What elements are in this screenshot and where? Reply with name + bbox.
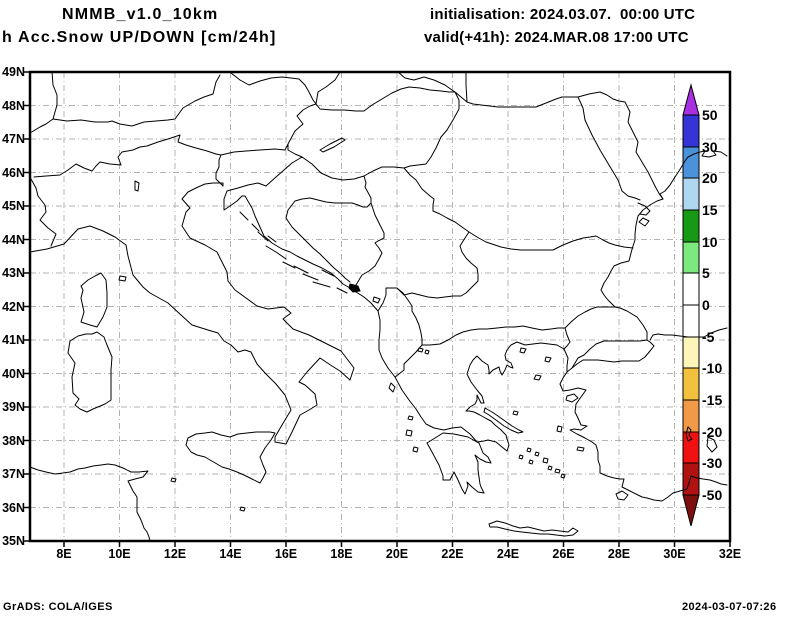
coastlines <box>29 150 728 542</box>
border-lines <box>29 71 664 378</box>
lat-label: 45N <box>2 199 25 213</box>
lat-label: 48N <box>2 99 25 113</box>
lat-ticks <box>24 71 30 542</box>
colorbar-tick-label: 20 <box>702 170 718 186</box>
colorbar-band <box>682 146 700 179</box>
lon-label: 12E <box>164 547 186 561</box>
lat-axis-labels: 49N 48N 47N 46N 45N 44N 43N 42N 41N 40N … <box>2 65 25 548</box>
colorbar-band <box>682 209 700 243</box>
colorbar-band <box>682 177 700 211</box>
lon-label: 14E <box>219 547 241 561</box>
colorbar-tick-label: 50 <box>702 107 718 123</box>
init-time-label: initialisation: 2024.03.07. 00:00 UTC <box>430 6 696 23</box>
colorbar-tick-label: 10 <box>702 234 718 250</box>
colorbar-tick-label: 15 <box>702 202 718 218</box>
lon-label: 8E <box>56 547 71 561</box>
colorbar-tick-label: -30 <box>702 455 722 471</box>
lat-label: 37N <box>2 467 25 481</box>
colorbar-bottom-arrow <box>682 494 700 527</box>
lat-label: 42N <box>2 300 25 314</box>
islands <box>67 211 629 537</box>
model-title: NMMB_v1.0_10km <box>62 6 219 23</box>
render-timestamp: 2024-03-07-07:26 <box>682 601 777 613</box>
lat-label: 47N <box>2 132 25 146</box>
kotor-bay-spot <box>348 283 361 293</box>
colorbar-band <box>682 336 700 369</box>
colorbar-band <box>682 367 700 401</box>
lat-label: 41N <box>2 333 25 347</box>
lon-label: 20E <box>386 547 408 561</box>
lat-label: 35N <box>2 534 25 548</box>
colorbar-tick-label: 5 <box>702 265 710 281</box>
graticule-gridlines <box>30 72 730 541</box>
lat-label: 46N <box>2 166 25 180</box>
lon-label: 26E <box>552 547 574 561</box>
colorbar-tick-label: -20 <box>702 424 722 440</box>
colorbar-band <box>682 304 700 338</box>
lon-label: 10E <box>108 547 130 561</box>
lat-label: 40N <box>2 367 25 381</box>
country-borders <box>29 71 718 453</box>
colorbar-tick-label: -5 <box>702 329 715 345</box>
colorbar-band <box>682 462 700 496</box>
colorbar-top-arrow <box>682 83 700 116</box>
colorbar-band <box>682 399 700 433</box>
product-title: h Acc.Snow UP/DOWN [cm/24h] <box>2 29 277 46</box>
lat-label: 38N <box>2 434 25 448</box>
lat-label: 39N <box>2 400 25 414</box>
lon-label: 30E <box>663 547 685 561</box>
colorbar <box>682 83 700 527</box>
lat-label: 36N <box>2 501 25 515</box>
colorbar-band <box>682 241 700 274</box>
colorbar-band <box>682 272 700 306</box>
colorbar-tick-label: -10 <box>702 360 722 376</box>
colorbar-band <box>682 114 700 148</box>
lon-label: 16E <box>275 547 297 561</box>
lon-axis-labels: 8E 10E 12E 14E 16E 18E 20E 22E 24E 26E 2… <box>56 547 741 561</box>
lon-label: 18E <box>330 547 352 561</box>
lat-label: 49N <box>2 65 25 79</box>
lon-label: 24E <box>497 547 519 561</box>
colorbar-tick-label: -15 <box>702 392 722 408</box>
lat-label: 43N <box>2 266 25 280</box>
coast-adriatic-greece <box>223 190 569 495</box>
lon-label: 32E <box>719 547 741 561</box>
colorbar-tick-label: 30 <box>702 139 718 155</box>
colorbar-tick-labels: 50 30 20 15 10 5 0 -5 -10 -15 -20 -30 -5… <box>702 107 722 503</box>
valid-time-label: valid(+41h): 2024.MAR.08 17:00 UTC <box>424 29 689 46</box>
coast-marmara-blacksea <box>566 150 728 373</box>
grads-credit: GrADS: COLA/IGES <box>3 601 113 613</box>
colorbar-band <box>682 431 700 464</box>
lakes <box>134 137 718 453</box>
coast-italy-france-africa <box>29 182 355 542</box>
lon-label: 28E <box>608 547 630 561</box>
colorbar-tick-label: -50 <box>702 487 722 503</box>
lat-label: 44N <box>2 233 25 247</box>
map-frame <box>24 70 732 547</box>
colorbar-tick-label: 0 <box>702 297 710 313</box>
lon-label: 22E <box>441 547 463 561</box>
lon-ticks <box>63 541 731 547</box>
coast-turkey-aegean-med <box>559 371 728 502</box>
